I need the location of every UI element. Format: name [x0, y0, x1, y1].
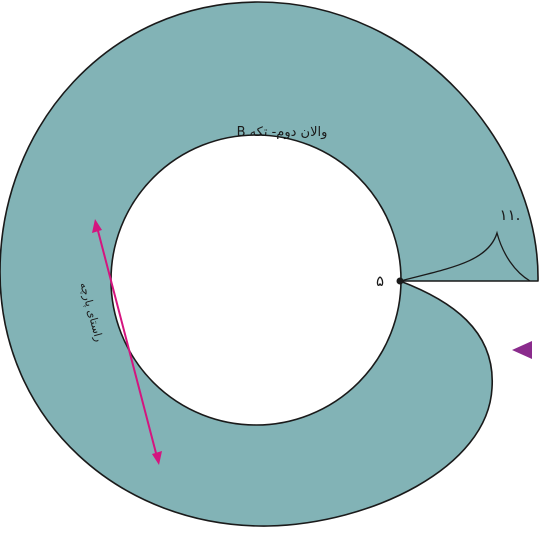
- length-label: ۱۱.: [500, 206, 521, 224]
- grainline-arrowhead-bottom: [152, 451, 162, 465]
- direction-marker-icon: [512, 341, 532, 359]
- point-label: ۵: [376, 272, 384, 290]
- ruffle-pattern-piece: [0, 1, 539, 527]
- grainline-arrow: [92, 219, 162, 465]
- construction-curve: [399, 230, 531, 282]
- piece-title: والان دوم- تکه B: [237, 125, 328, 140]
- grainline-arrowhead-top: [92, 219, 102, 233]
- notch-point: [396, 277, 404, 285]
